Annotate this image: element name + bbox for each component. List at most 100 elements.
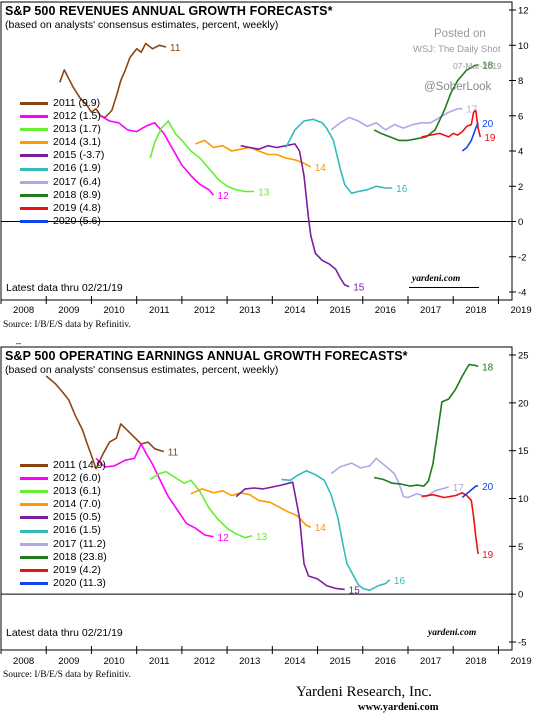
series-end-label-2016: 16: [396, 184, 408, 195]
legend-entry-2016: 2016 (1.9): [20, 162, 104, 175]
brand-label: yardeni.com: [428, 628, 477, 638]
legend-label: 2013 (1.7): [53, 123, 101, 136]
legend-label: 2014 (7.0): [53, 498, 101, 511]
latest-data-note: Latest data thru 02/21/19: [6, 282, 123, 294]
legend-swatch: [20, 154, 48, 158]
series-line-2017: [330, 457, 449, 499]
x-tick-label: 2008: [13, 656, 34, 667]
legend-label: 2019 (4.8): [53, 201, 101, 214]
y-tick-label: 2: [518, 182, 523, 193]
y-tick-label: -2: [518, 252, 526, 263]
series-end-label-2013: 13: [258, 188, 270, 199]
legend-entry-2019: 2019 (4.8): [20, 202, 104, 215]
legend-label: 2020 (11.3): [53, 576, 106, 589]
y-tick-label: 8: [518, 76, 523, 87]
legend-entry-2011: 2011 (9.9): [20, 97, 104, 110]
series-line-2014: [195, 139, 312, 168]
series-line-2013: [149, 120, 255, 193]
series-end-label-2016: 16: [394, 576, 406, 587]
y-tick-label: 12: [518, 6, 529, 17]
legend-swatch: [20, 568, 48, 572]
series-line-2019: [421, 492, 479, 555]
source-note: Source: I/B/E/S data by Refinitiv.: [3, 320, 131, 330]
x-tick-label: 2010: [103, 305, 124, 316]
series-line-2016: [285, 118, 393, 195]
series-end-label-2015: 15: [353, 283, 365, 294]
y-tick-label: 5: [518, 542, 523, 553]
series-line-2017: [330, 107, 463, 131]
legend-swatch: [20, 219, 48, 223]
latest-data-note: Latest data thru 02/21/19: [6, 627, 123, 639]
legend-swatch: [20, 115, 48, 119]
series-line-2020: [461, 485, 479, 499]
series-end-label-2013: 13: [256, 532, 268, 543]
y-tick-label: 25: [518, 351, 529, 362]
x-tick-label: 2015: [330, 656, 351, 667]
legend-entry-2014: 2014 (3.1): [20, 136, 104, 149]
legend-swatch: [20, 555, 48, 559]
y-tick-label: 6: [518, 111, 523, 122]
y-tick-label: 15: [518, 446, 529, 457]
x-tick-label: 2016: [375, 656, 396, 667]
legend-entry-2013: 2013 (1.7): [20, 123, 104, 136]
brand-label: yardeni.com: [412, 274, 461, 284]
legend-swatch: [20, 141, 48, 145]
legend-swatch: [20, 180, 48, 184]
x-tick-label: 2017: [420, 305, 441, 316]
watermark-date: 07-Mar-2019: [453, 61, 502, 71]
legend-label: 2017 (6.4): [53, 175, 101, 188]
y-tick-label: -5: [518, 638, 526, 649]
legend-entry-2012: 2012 (1.5): [20, 110, 104, 123]
legend-swatch: [20, 206, 48, 210]
legend-swatch: [20, 464, 48, 468]
y-tick-label: 20: [518, 398, 529, 409]
earnings-panel: -5 0 5 10 15 20 25 2008 2009 2010 2011 2012 2013 2014…: [0, 345, 540, 685]
x-tick-label: 2015: [330, 305, 351, 316]
x-tick-label: 2011: [149, 305, 169, 316]
legend-swatch: [20, 503, 48, 507]
legend-entry-2014: 2014 (7.0): [20, 498, 107, 511]
x-tick-label: 2012: [194, 305, 215, 316]
series-end-label-2019: 19: [484, 133, 496, 144]
legend-entry-2016: 2016 (1.5): [20, 524, 107, 537]
x-tick-label: 2010: [103, 656, 124, 667]
legend-label: 2013 (6.1): [53, 485, 101, 498]
series-end-label-2015: 15: [349, 585, 361, 596]
x-tick-label: 2009: [58, 656, 79, 667]
legend-label: 2011 (9.9): [53, 97, 101, 109]
x-tick-label: 2013: [239, 656, 260, 667]
y-tick-label: 10: [518, 494, 529, 505]
legend-label: 2020 (5.6): [53, 214, 101, 227]
legend-entry-2019: 2019 (4.2): [20, 564, 107, 577]
legend-entry-2015: 2015 (0.5): [20, 511, 107, 524]
x-tick-label: 2011: [149, 656, 169, 667]
y-tick-label: -4: [518, 288, 526, 299]
legend-label: 2011 (14.9): [53, 459, 106, 471]
y-tick-label: 10: [518, 41, 529, 52]
legend-entry-2012: 2012 (6.0): [20, 472, 107, 485]
legend-entry-2011: 2011 (14.9): [20, 459, 107, 472]
legend-swatch: [20, 490, 48, 494]
legend-swatch: [20, 193, 48, 197]
series-line-2019: [421, 109, 482, 138]
series-line-2018: [373, 63, 479, 142]
legend-swatch: [20, 477, 48, 481]
legend-entry-2017: 2017 (6.4): [20, 176, 104, 189]
series-end-label-2017: 17: [453, 483, 465, 494]
separator-dash: –: [16, 338, 22, 348]
chart-subtitle: (based on analysts' consensus estimates,…: [5, 364, 279, 376]
series-end-label-2011: 11: [168, 448, 179, 459]
legend-entry-2020: 2020 (5.6): [20, 215, 104, 228]
series-end-label-2019: 19: [482, 550, 494, 561]
x-tick-label: 2017: [420, 656, 441, 667]
series-line-2016: [281, 470, 391, 592]
chart-title: S&P 500 REVENUES ANNUAL GROWTH FORECASTS…: [5, 4, 333, 18]
series-end-label-2012: 12: [218, 191, 230, 202]
y-tick-label: 0: [518, 590, 523, 601]
x-tick-label: 2009: [58, 305, 79, 316]
series-line-2020: [461, 122, 479, 152]
series-end-label-2011: 11: [170, 43, 181, 54]
legend-swatch: [20, 102, 48, 106]
